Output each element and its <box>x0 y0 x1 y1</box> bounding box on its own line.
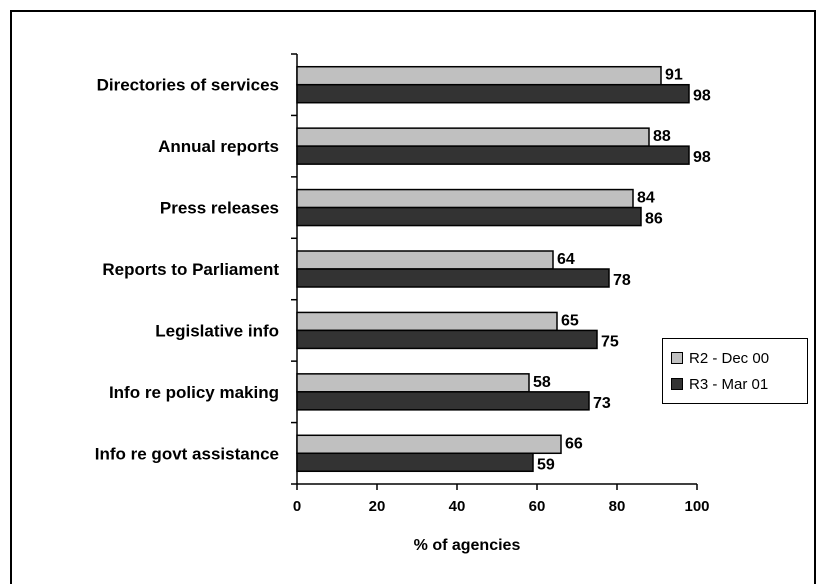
data-label: 59 <box>537 456 555 473</box>
bar-r2 <box>296 311 558 332</box>
category-label: Press releases <box>160 199 279 218</box>
x-tick-label: 100 <box>684 498 709 515</box>
data-label: 91 <box>665 67 683 84</box>
data-label: 64 <box>557 251 575 268</box>
legend-item-r2: R2 - Dec 00 <box>671 345 801 371</box>
chart-frame: 0 20 40 60 80 100 % of agencies Directories of … <box>10 10 816 584</box>
legend-item-r3: R3 - Mar 01 <box>671 371 801 397</box>
data-label: 98 <box>693 149 711 166</box>
bar-chart: 0 20 40 60 80 100 % of agencies Directories of … <box>95 53 711 554</box>
bar-r2 <box>296 373 530 393</box>
data-label: 88 <box>653 128 671 145</box>
x-tick-label: 0 <box>293 498 301 515</box>
legend-label-r2: R2 - Dec 00 <box>689 349 770 367</box>
category-label: Info re govt assistance <box>95 444 279 463</box>
x-tick-label: 60 <box>529 498 546 515</box>
bar-r2 <box>296 250 554 270</box>
category-label: Info re policy making <box>109 383 279 402</box>
bar-r3 <box>296 145 690 165</box>
data-label: 66 <box>565 435 583 452</box>
bar-r3 <box>296 268 610 288</box>
data-label: 75 <box>601 333 619 350</box>
data-label: 98 <box>693 88 711 105</box>
category-label: Annual reports <box>158 137 279 156</box>
legend-label-r3: R3 - Mar 01 <box>689 375 769 393</box>
data-label: 73 <box>593 395 611 412</box>
bar-r2 <box>296 434 562 455</box>
legend-swatch-r2 <box>671 352 683 364</box>
bar-r2 <box>296 127 650 147</box>
bar-r3 <box>296 206 642 227</box>
x-axis-title: % of agencies <box>414 537 521 554</box>
category-label: Legislative info <box>155 321 279 340</box>
bar-r2 <box>296 188 634 209</box>
data-label: 58 <box>533 374 551 391</box>
bar-r2 <box>296 65 662 86</box>
data-label: 78 <box>613 272 631 289</box>
data-label: 84 <box>637 190 655 207</box>
x-tick-label: 80 <box>609 498 626 515</box>
x-tick-label: 20 <box>369 498 386 515</box>
data-label: 86 <box>645 211 663 228</box>
legend: R2 - Dec 00 R3 - Mar 01 <box>662 338 808 404</box>
x-tick-label: 40 <box>449 498 466 515</box>
category-label: Reports to Parliament <box>102 260 279 279</box>
bar-r3 <box>296 391 590 411</box>
bar-r3 <box>296 83 690 104</box>
bar-r3 <box>296 329 598 350</box>
data-label: 65 <box>561 312 579 329</box>
bar-r3 <box>296 452 534 473</box>
category-label: Directories of services <box>97 76 279 95</box>
legend-swatch-r3 <box>671 378 683 390</box>
